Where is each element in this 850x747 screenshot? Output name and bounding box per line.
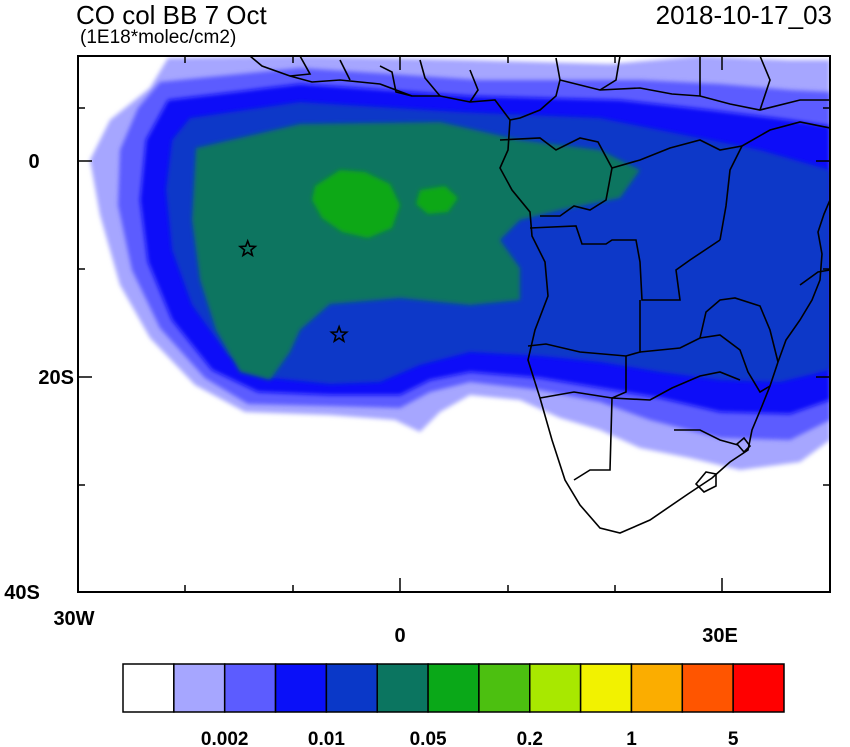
border-3 — [527, 300, 641, 357]
colorbar-label: 1 — [626, 729, 637, 747]
colorbar-box — [223, 663, 277, 713]
colorbar-box — [376, 663, 429, 713]
border-15 — [419, 59, 441, 97]
border-5 — [639, 334, 771, 394]
border-6 — [611, 371, 741, 401]
border-14 — [379, 65, 413, 97]
colorbar-box — [529, 663, 582, 713]
border-7 — [699, 297, 779, 363]
datetime-label: 2018-10-17_03 — [655, 0, 832, 30]
star-marker-west — [237, 238, 258, 258]
star-marker-south — [329, 324, 349, 344]
colorbar-box — [173, 663, 226, 713]
colorbar-box — [122, 663, 175, 713]
colorbar-label: 0.01 — [308, 729, 345, 747]
plume-layer — [90, 56, 830, 470]
colorbar-box — [681, 663, 734, 713]
coastlines — [249, 56, 830, 534]
colorbar-box — [478, 663, 531, 713]
plume-level-6 — [312, 170, 400, 238]
border-17 — [599, 56, 621, 91]
border-4 — [573, 356, 627, 481]
colorbar-label: 0.2 — [517, 729, 543, 747]
y-tick-40s: 40S — [4, 582, 40, 604]
colorbar-box — [579, 663, 633, 713]
x-tick-30w: 30W — [53, 608, 94, 630]
x-tick-0: 0 — [394, 625, 405, 647]
colorbar-label: 0.002 — [201, 729, 249, 747]
colorbar-box — [274, 663, 328, 713]
axis-ticks — [77, 56, 830, 593]
colorbar-box — [427, 663, 480, 713]
colorbar-box — [630, 663, 684, 713]
colorbar-label: 0.05 — [410, 729, 447, 747]
y-tick-0: 0 — [28, 151, 39, 173]
border-12 — [289, 56, 312, 77]
plot-frame — [77, 55, 831, 593]
colorbar: 0.002 0.01 0.05 0.2 1 5 — [122, 663, 785, 747]
border-2 — [529, 225, 721, 301]
madagascar-coastline — [799, 269, 830, 286]
border-16 — [469, 69, 479, 103]
border-13 — [339, 59, 351, 81]
border-20 — [674, 429, 739, 446]
colorbar-box — [732, 663, 785, 713]
plot-title: CO col BB 7 Oct — [76, 0, 267, 30]
border-21 — [539, 391, 613, 399]
marker-layer — [237, 238, 349, 344]
y-tick-20s: 20S — [38, 367, 74, 389]
swaziland-border — [735, 436, 752, 454]
border-9 — [611, 139, 743, 169]
lesotho-border — [694, 471, 717, 493]
border-19 — [759, 56, 771, 111]
x-tick-30e: 30E — [702, 625, 738, 647]
colorbar-box — [325, 663, 378, 713]
colorbar-label: 5 — [728, 729, 739, 747]
border-10 — [509, 57, 561, 121]
units-label: (1E18*molec/cm2) — [80, 27, 237, 48]
plume-level-6b — [416, 186, 458, 214]
plume-level-5 — [192, 122, 640, 380]
